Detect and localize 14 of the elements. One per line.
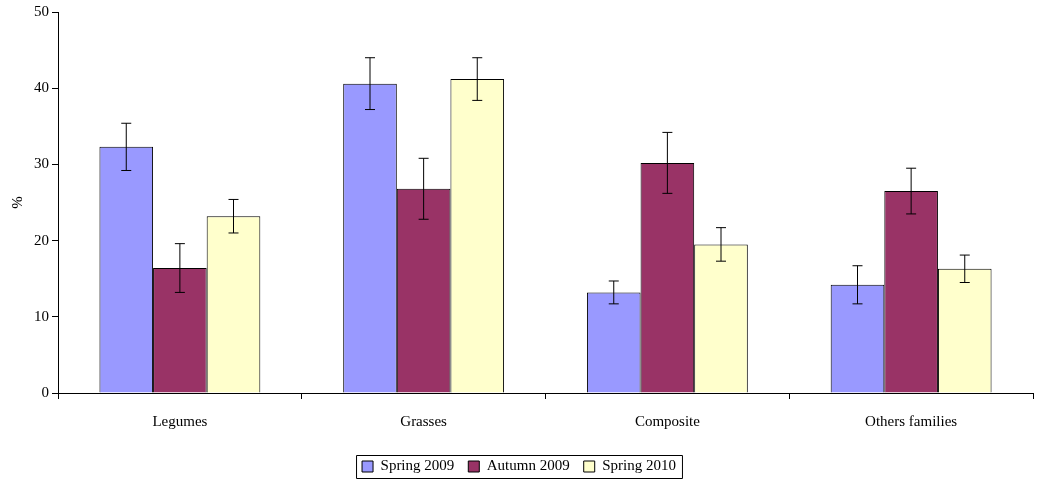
legend-label: Autumn 2009 [486, 457, 570, 474]
y-axis-title: % [8, 196, 25, 209]
x-tick-label: Others families [865, 412, 958, 429]
y-tick-label: 30 [34, 155, 49, 172]
y-tick-label: 0 [41, 383, 49, 400]
x-tick-label: Legumes [152, 412, 208, 429]
y-tick-label: 40 [34, 79, 49, 96]
y-tick-label: 10 [34, 307, 49, 324]
y-tick-label: 50 [34, 2, 49, 19]
legend-label: Spring 2009 [380, 457, 455, 474]
y-tick-label: 20 [34, 231, 49, 248]
x-tick-label: Composite [634, 412, 701, 429]
legend-label: Spring 2010 [602, 457, 676, 474]
x-tick-label: Grasses [400, 412, 448, 429]
